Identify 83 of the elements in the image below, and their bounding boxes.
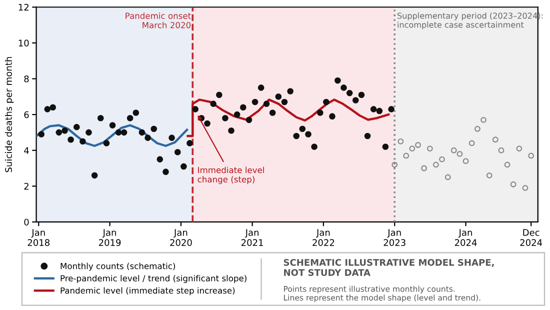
- point: [186, 140, 193, 146]
- point: [311, 144, 318, 150]
- x-tick-label: Jan 2022: [312, 229, 334, 246]
- x-tick-label: Dec 2024: [520, 229, 542, 246]
- x-tick-label: Jan 2019: [98, 229, 121, 246]
- point: [252, 98, 258, 106]
- line-series: [186, 98, 390, 138]
- point: [376, 108, 383, 114]
- point: [192, 106, 199, 112]
- point: [216, 92, 222, 98]
- x-tick-label: Jan 2018: [28, 229, 50, 246]
- point: [86, 129, 92, 136]
- y-tick-label: 6: [24, 111, 29, 118]
- point: [275, 93, 282, 100]
- point: [234, 111, 240, 118]
- point: [174, 148, 181, 156]
- y-tick-label: 4: [24, 147, 29, 154]
- point: [38, 131, 45, 138]
- y-tick-label: 0: [24, 218, 29, 226]
- point: [126, 114, 134, 122]
- point: [364, 132, 371, 140]
- point: [210, 100, 216, 107]
- point: [80, 138, 86, 145]
- point: [74, 124, 80, 130]
- x-tick-label: Jan 2024: [454, 229, 477, 246]
- point: [346, 90, 353, 96]
- point: [204, 120, 210, 127]
- point: [263, 100, 270, 107]
- y-tick-label: 2: [24, 182, 28, 190]
- point: [120, 129, 128, 136]
- point: [103, 140, 110, 146]
- point: [269, 110, 276, 116]
- point: [382, 144, 389, 150]
- point: [156, 156, 164, 162]
- point: [246, 116, 252, 124]
- point: [299, 126, 306, 132]
- point: [132, 110, 140, 116]
- point: [97, 114, 104, 122]
- legend-label: Pandemic level (immediate step increase): [60, 287, 235, 296]
- point: [358, 92, 365, 98]
- point: [281, 98, 288, 106]
- point: [316, 110, 324, 116]
- x-tick-label: Jan 2021: [241, 229, 263, 246]
- point: [168, 134, 175, 141]
- ref-line-label: Pandemic onset March 2020: [126, 12, 191, 28]
- point: [56, 129, 62, 136]
- y-axis-title: Suicide deaths per month: [4, 57, 14, 172]
- point: [240, 104, 246, 111]
- point: [109, 122, 116, 128]
- point: [68, 136, 74, 143]
- point: [162, 168, 169, 175]
- point: [388, 106, 394, 112]
- point: [91, 172, 98, 179]
- y-tick-label: 10: [18, 40, 29, 46]
- point: [62, 128, 68, 134]
- point: [305, 131, 312, 138]
- point: [180, 163, 187, 170]
- annotation: Immediate level change (step): [198, 166, 264, 184]
- point: [287, 88, 294, 94]
- y-tick-label: 12: [18, 4, 28, 11]
- point: [258, 84, 264, 91]
- point: [293, 132, 300, 140]
- point: [352, 97, 359, 104]
- point: [50, 104, 56, 111]
- x-tick-label: Jan 2023: [384, 229, 406, 246]
- point: [115, 129, 122, 136]
- legend-label: Pre-pandemic level / trend (significant slope): [60, 274, 246, 284]
- point: [323, 98, 330, 106]
- text: SCHEMATIC ILLUSTRATIVE MODEL SHAPE, NOT STUDY DATA: [284, 259, 494, 276]
- point: [340, 84, 347, 91]
- point: [144, 134, 151, 141]
- y-tick-label: 8: [24, 75, 29, 82]
- line-series: [36, 124, 188, 147]
- point: [44, 106, 51, 112]
- point: [370, 106, 377, 112]
- point: [222, 114, 228, 122]
- point: [150, 126, 158, 132]
- point: [228, 128, 234, 134]
- x-tick-label: Jan 2020: [170, 229, 192, 246]
- point: [329, 113, 336, 120]
- legend-label: Monthly counts (schematic): [60, 262, 176, 271]
- point: [334, 77, 341, 84]
- point: [138, 129, 146, 136]
